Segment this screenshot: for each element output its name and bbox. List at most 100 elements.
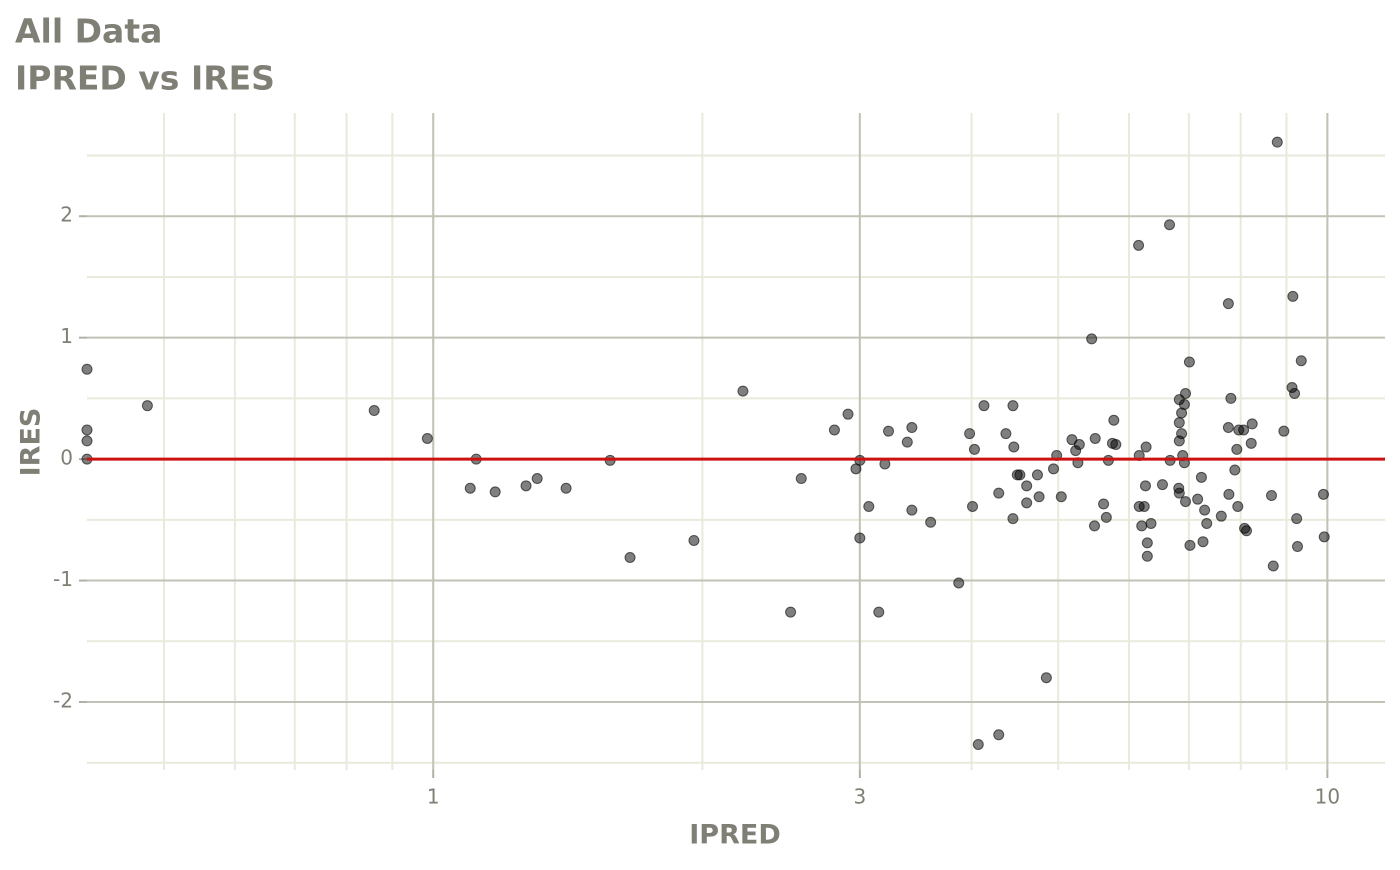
point (1145, 517, 1157, 529)
point (1141, 537, 1153, 549)
point (1141, 550, 1153, 562)
point (1086, 333, 1098, 345)
point (624, 551, 636, 563)
point (1180, 388, 1192, 400)
point (489, 486, 501, 498)
point (906, 422, 918, 434)
point (925, 516, 937, 528)
point (1197, 536, 1209, 548)
point (1240, 525, 1252, 537)
point (1201, 517, 1213, 529)
point (81, 424, 93, 436)
y-tick-label: 0 (60, 446, 73, 470)
point (1195, 471, 1207, 483)
point (967, 500, 979, 512)
x-axis-label: IPRED (689, 820, 780, 851)
point (1215, 510, 1227, 522)
point (1317, 488, 1329, 500)
point (1173, 417, 1185, 429)
point (1222, 422, 1234, 434)
point (1139, 480, 1151, 492)
point (873, 606, 885, 618)
y-axis-label: IRES (16, 408, 47, 477)
point (1291, 513, 1303, 525)
point (993, 729, 1005, 741)
point (1014, 469, 1026, 481)
point (854, 532, 866, 544)
point (1295, 355, 1307, 367)
point (1164, 219, 1176, 231)
point (560, 482, 572, 494)
point (842, 408, 854, 420)
point (1138, 500, 1150, 512)
y-tick-label: -2 (53, 688, 73, 712)
point (795, 473, 807, 485)
chart-title: All Data (15, 12, 162, 51)
point (520, 480, 532, 492)
point (1292, 541, 1304, 553)
point (531, 473, 543, 485)
y-tick-label: 2 (60, 203, 73, 227)
point (1184, 539, 1196, 551)
point (1098, 498, 1110, 510)
point (1031, 469, 1043, 481)
point (464, 482, 476, 494)
point (1271, 136, 1283, 148)
point (1180, 496, 1192, 508)
point (1007, 513, 1019, 525)
point (141, 400, 153, 412)
point (1089, 432, 1101, 444)
point (1073, 439, 1085, 451)
point (785, 606, 797, 618)
point (953, 577, 965, 589)
point (1222, 298, 1234, 310)
point (1231, 443, 1243, 455)
point (1133, 239, 1145, 251)
point (1238, 424, 1250, 436)
point (1033, 491, 1045, 503)
x-tick-label: 3 (853, 785, 866, 809)
point (1000, 428, 1012, 440)
point (1040, 672, 1052, 684)
point (368, 405, 380, 417)
point (421, 432, 433, 444)
point (1223, 488, 1235, 500)
point (1007, 400, 1019, 412)
point (993, 487, 1005, 499)
point (737, 385, 749, 397)
point (1289, 388, 1301, 400)
point (1183, 356, 1195, 368)
point (1245, 437, 1257, 449)
point (1136, 520, 1148, 532)
point (972, 738, 984, 750)
point (906, 504, 918, 516)
point (901, 436, 913, 448)
point (1008, 441, 1020, 453)
point (978, 400, 990, 412)
point (1318, 531, 1330, 543)
point (863, 500, 875, 512)
point (1246, 418, 1258, 430)
y-tick-label: 1 (60, 324, 73, 348)
point (1225, 392, 1237, 404)
point (1108, 414, 1120, 426)
point (1156, 479, 1168, 491)
point (1232, 500, 1244, 512)
point (81, 363, 93, 375)
point (1021, 480, 1033, 492)
point (1267, 560, 1279, 572)
point (1048, 463, 1060, 475)
point (1100, 511, 1112, 523)
y-tick-label: -1 (53, 567, 73, 591)
point (1199, 504, 1211, 516)
point (964, 428, 976, 440)
chart-subtitle: IPRED vs IRES (15, 59, 275, 98)
point (1173, 487, 1185, 499)
point (828, 424, 840, 436)
point (1265, 490, 1277, 502)
point (883, 425, 895, 437)
point (1021, 497, 1033, 509)
point (1178, 398, 1190, 410)
